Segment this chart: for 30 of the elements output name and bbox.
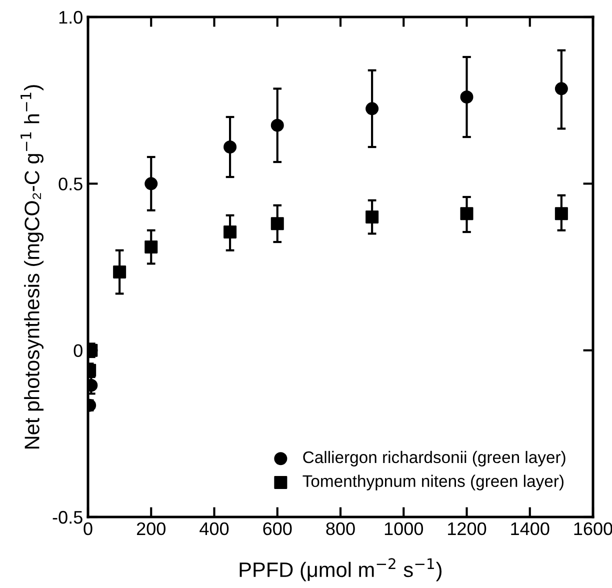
point (554, 82, 568, 96)
x-tick-label: 400 (200, 522, 229, 536)
x-tick-label: 1200 (448, 522, 486, 536)
point (460, 90, 474, 104)
y-tick-label: -0.5 (52, 510, 82, 524)
x-tick-label: 800 (326, 522, 355, 536)
y-tick-label: 1.0 (59, 10, 82, 24)
point (554, 207, 568, 220)
point (270, 118, 284, 132)
x-axis-title: PPFD (μmol m$^{−2}$ s$^{−1}$) (240, 558, 442, 582)
point (144, 240, 158, 254)
legend-label: Tomenthypnum nitens (green layer) (302, 474, 564, 490)
y-axis-title: Net photosynthesis (mgCO₂-C g$^{−1}$ h$^{−1}$) (20, 85, 44, 449)
point (144, 177, 158, 190)
x-tick-label: 600 (263, 522, 292, 536)
x-tick-label: 1400 (511, 522, 550, 536)
x-tick-label: 200 (136, 522, 166, 536)
point (224, 225, 237, 239)
point (460, 207, 474, 220)
x-tick-label: 0 (84, 522, 92, 536)
point (366, 102, 379, 116)
x-tick-label: 1600 (574, 522, 612, 536)
point (113, 265, 126, 279)
point (224, 140, 237, 154)
point (270, 217, 284, 230)
y-tick-label: 0.5 (58, 178, 82, 190)
point (366, 210, 379, 224)
x-tick-label: 1000 (384, 522, 424, 536)
y-tick-label: 0 (74, 344, 82, 358)
legend-label: Calliergon richardsonii (green layer) (303, 450, 566, 466)
